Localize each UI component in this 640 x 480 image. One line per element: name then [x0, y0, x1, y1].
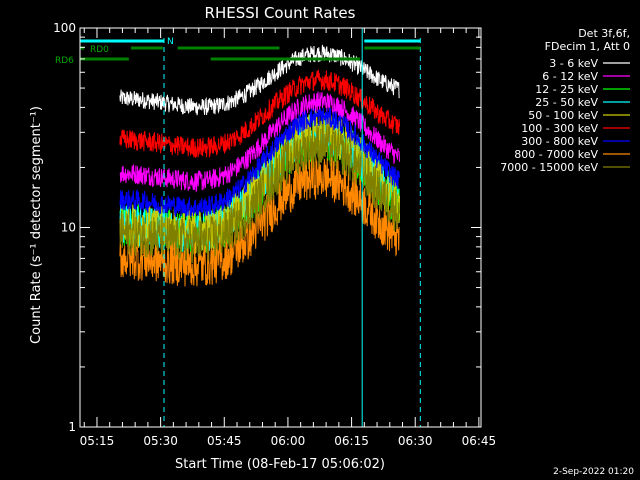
legend-entry-label: 100 - 300 keV [521, 122, 598, 135]
x-tick-label: 06:45 [462, 434, 497, 448]
footer-timestamp: 2-Sep-2022 01:20 [553, 467, 634, 477]
legend-entry-label: 25 - 50 keV [535, 96, 598, 109]
legend-entry-label: 7000 - 15000 keV [500, 161, 598, 174]
series-line [119, 123, 400, 264]
decimation-label: RD6 [55, 56, 74, 66]
series-line [119, 68, 400, 159]
attenuator-label: N [167, 37, 174, 47]
x-tick-label: 06:30 [398, 434, 433, 448]
x-tick-label: 05:15 [80, 434, 115, 448]
legend-entry-label: 800 - 7000 keV [514, 148, 598, 161]
legend-header: FDecim 1, Att 0 [545, 40, 630, 53]
y-tick-label: 100 [53, 21, 76, 35]
x-axis-label: Start Time (08-Feb-17 05:06:02) [175, 457, 385, 472]
series-line [119, 44, 400, 116]
x-tick-label: 06:00 [271, 434, 306, 448]
plot-area: N RD0 RD6 1 10 100 05:15 05:30 05:45 06:00 06:15 06… [53, 21, 496, 448]
series-line [119, 155, 400, 287]
legend-header: Det 3f,6f, [578, 27, 630, 40]
chart-title: RHESSI Count Rates [205, 4, 356, 22]
series-line [119, 107, 400, 218]
x-tick-label: 05:30 [143, 434, 178, 448]
series-line [119, 91, 400, 193]
y-axis-label: Count Rate (s⁻¹ detector segment⁻¹) [29, 106, 44, 344]
legend-entry-label: 50 - 100 keV [528, 109, 598, 122]
legend-entry-label: 6 - 12 keV [542, 70, 598, 83]
decimation-label: RD0 [90, 45, 109, 55]
x-tick-label: 06:15 [334, 434, 369, 448]
x-tick-label: 05:45 [207, 434, 242, 448]
legend-entry-label: 12 - 25 keV [535, 83, 598, 96]
legend-entry-label: 300 - 800 keV [521, 135, 598, 148]
y-tick-label: 1 [68, 420, 76, 434]
y-tick-label: 10 [61, 221, 76, 235]
legend-entry-label: 3 - 6 keV [549, 57, 598, 70]
